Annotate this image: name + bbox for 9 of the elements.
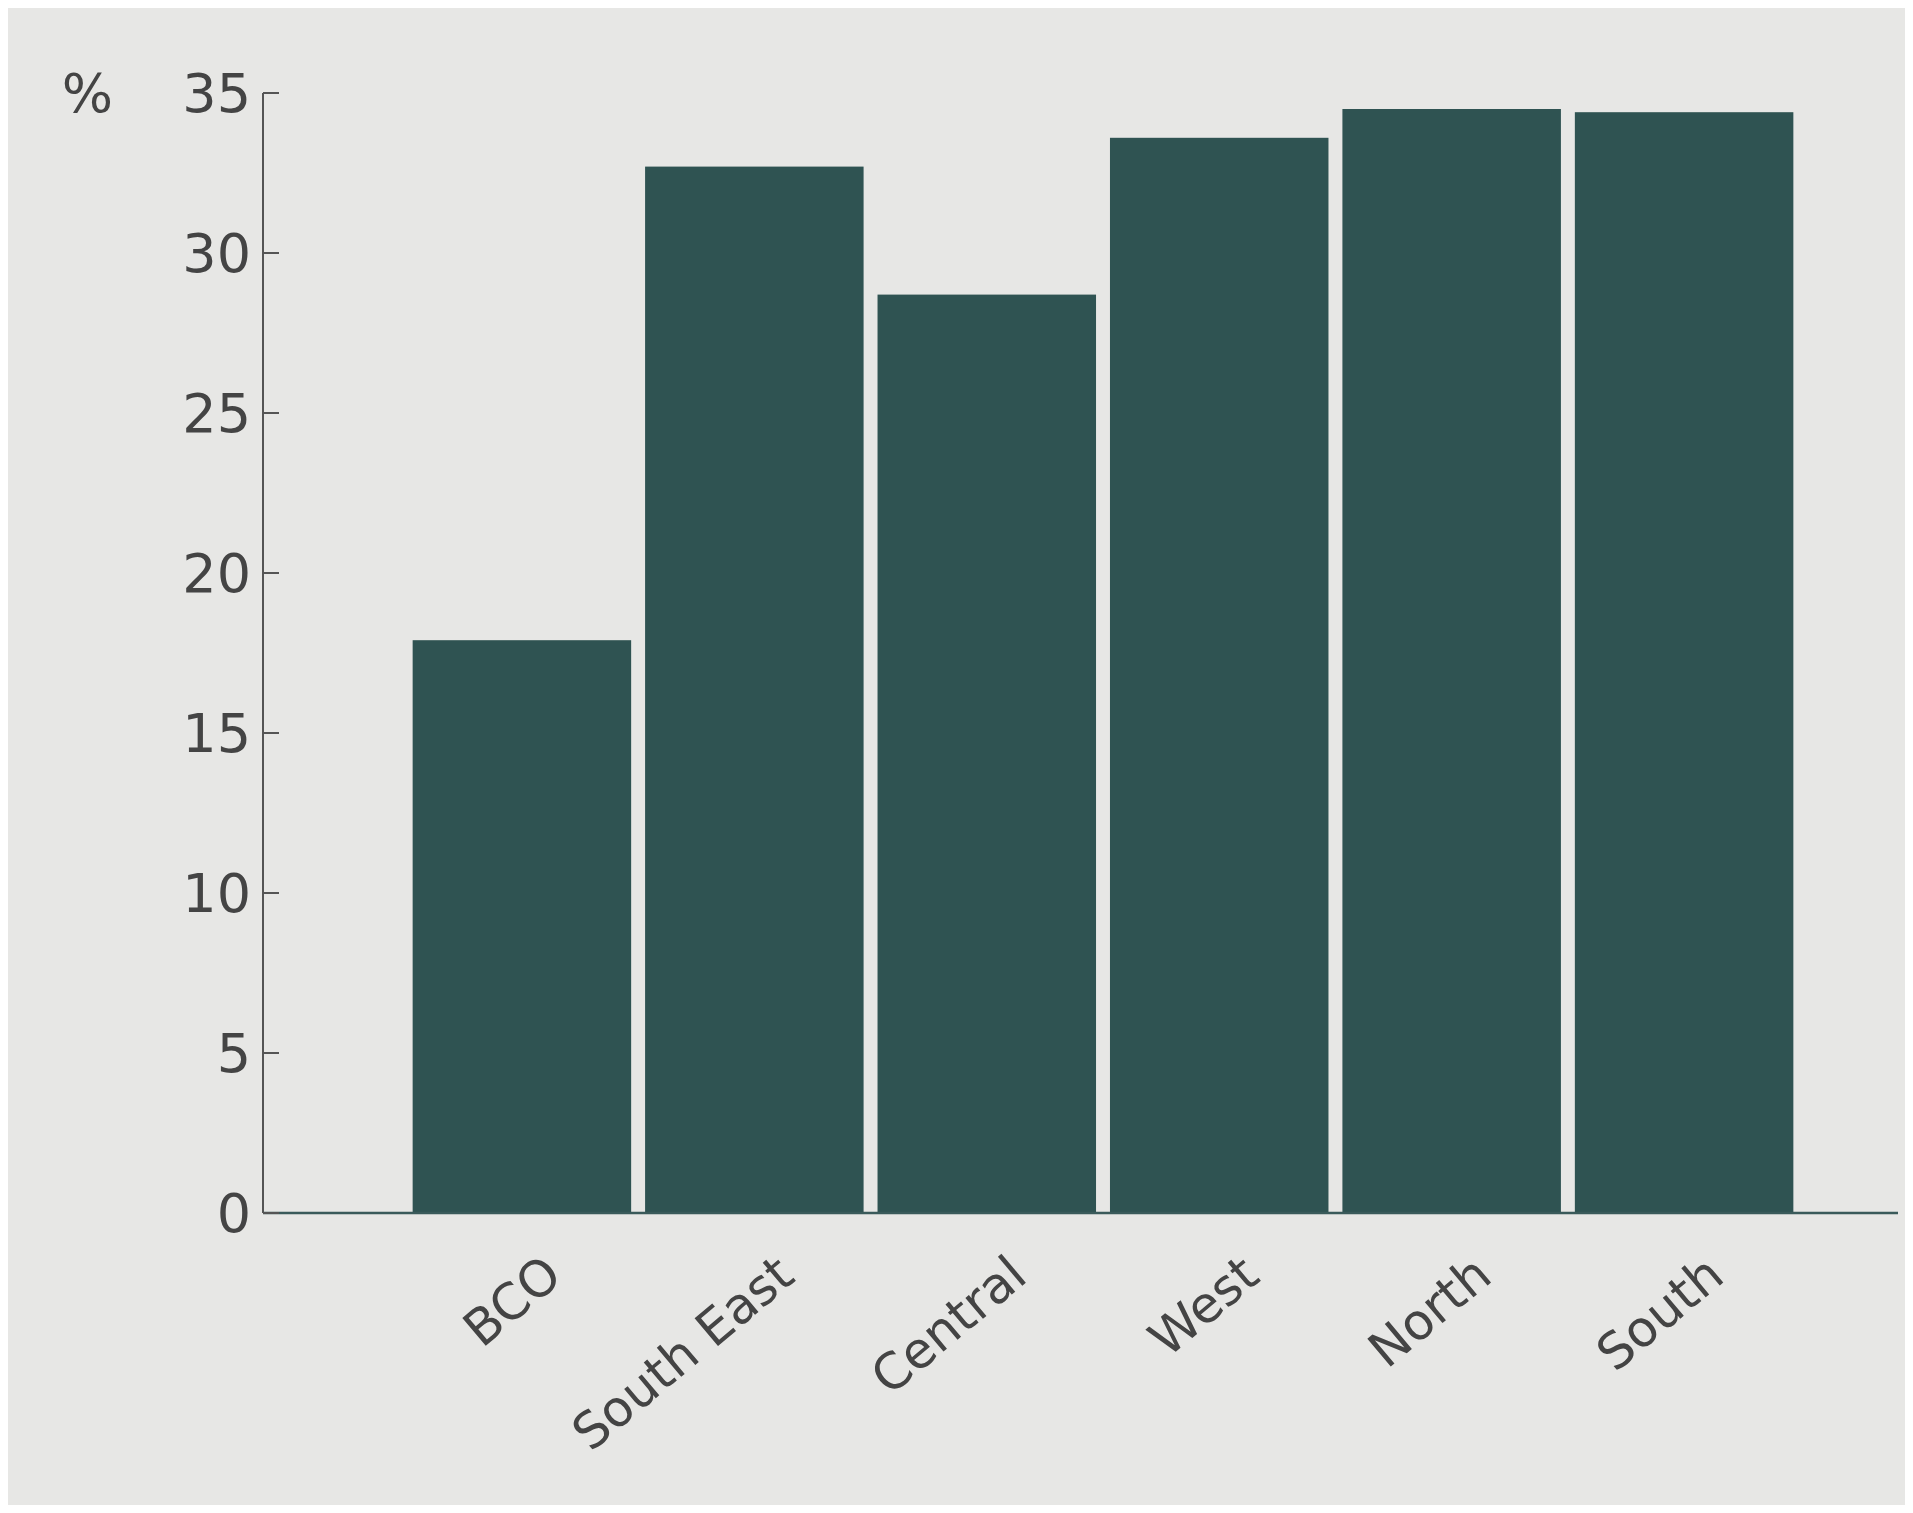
y-tick-label: 5 — [216, 1021, 251, 1085]
y-tick-label: 35 — [182, 61, 251, 125]
y-tick-label: 25 — [182, 381, 251, 445]
y-tick-label: 10 — [182, 861, 251, 925]
y-axis-title: % — [61, 61, 113, 125]
y-tick-label: 15 — [182, 701, 251, 765]
y-tick-label: 0 — [216, 1181, 251, 1245]
y-tick-label: 30 — [182, 221, 251, 285]
y-tick-label: 20 — [182, 541, 251, 605]
